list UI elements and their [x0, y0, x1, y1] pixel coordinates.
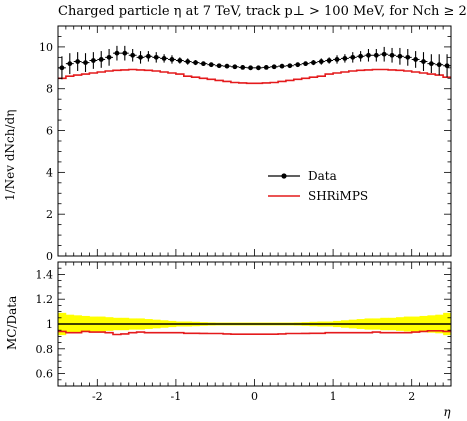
data-point	[153, 54, 159, 60]
y-tick-label: 6	[46, 125, 53, 138]
y-tick-label: 0	[46, 250, 53, 263]
data-point	[397, 53, 403, 59]
main-panel: 0 2 4 6 8 10 1/Nev dNch/dη	[3, 25, 452, 263]
x-tick-label: 1	[330, 390, 337, 403]
data-point	[256, 65, 261, 71]
data-point	[381, 51, 387, 57]
y-axis-title: 1/Nev dNch/dη	[3, 110, 17, 201]
y-tick-label: 8	[46, 83, 53, 96]
data-point	[373, 52, 379, 58]
data-point	[311, 60, 316, 65]
y-tick-label: 0.6	[36, 368, 54, 381]
series-shrimps-ratio-line	[58, 330, 451, 336]
data-point	[161, 56, 167, 61]
data-point	[358, 53, 364, 59]
data-point	[334, 57, 340, 62]
data-point	[177, 58, 183, 63]
data-point	[326, 58, 332, 63]
data-point	[366, 52, 371, 58]
data-point	[271, 64, 277, 70]
y-tick-label: 1.4	[36, 268, 54, 281]
data-point	[342, 56, 348, 61]
data-point	[405, 54, 411, 60]
y-tick-label: 0.8	[36, 343, 54, 356]
data-point	[436, 62, 442, 68]
x-tick-label: 0	[251, 390, 258, 403]
data-point	[389, 52, 395, 58]
data-point	[263, 65, 269, 70]
data-point	[145, 53, 151, 59]
series-shrimps-line	[58, 68, 451, 85]
data-point	[444, 63, 450, 69]
data-point	[67, 61, 73, 67]
legend-data-marker	[281, 173, 287, 179]
ratio-panel: -2 -1 0 1 2 0.6 0.8 1 1.2 1.4 MC/Data η	[5, 261, 452, 419]
data-point	[303, 61, 308, 67]
data-point	[169, 57, 175, 62]
x-tick-label: -1	[171, 390, 182, 403]
data-point	[98, 57, 104, 62]
data-point	[318, 59, 324, 64]
data-point	[216, 63, 222, 69]
data-point	[122, 50, 128, 56]
data-point	[185, 59, 191, 64]
y-tick-label: 1	[46, 318, 53, 331]
data-point	[201, 61, 206, 67]
data-point	[232, 64, 238, 70]
data-point	[138, 54, 143, 60]
data-point	[240, 65, 246, 70]
data-point	[224, 63, 230, 69]
data-point	[421, 59, 426, 64]
data-point	[114, 50, 120, 56]
y-tick-label: 2	[46, 208, 53, 221]
data-point	[208, 62, 214, 68]
data-point	[279, 63, 285, 69]
data-point	[287, 63, 293, 69]
legend: Data SHRiMPS	[268, 169, 368, 203]
y-tick-label: 1.2	[36, 293, 54, 306]
data-point	[106, 54, 112, 60]
data-point	[130, 52, 136, 58]
x-tick-label: -2	[92, 390, 103, 403]
x-axis-title: η	[443, 405, 451, 419]
y-tick-label: 10	[39, 41, 53, 54]
data-point	[193, 60, 198, 65]
chart-title: Charged particle η at 7 TeV, track p⊥ > …	[58, 4, 467, 19]
ratio-y-axis-title: MC/Data	[5, 296, 19, 350]
data-point	[295, 62, 301, 68]
data-point	[413, 57, 419, 62]
x-tick-label: 2	[408, 390, 415, 403]
data-point	[350, 54, 356, 60]
legend-shrimps-label: SHRiMPS	[308, 189, 368, 203]
legend-data-label: Data	[308, 169, 337, 183]
data-point	[428, 61, 434, 67]
data-point	[248, 65, 253, 71]
data-point	[75, 59, 81, 64]
data-point	[83, 60, 88, 65]
data-point	[90, 58, 96, 63]
y-tick-label: 4	[46, 166, 53, 179]
data-point	[59, 65, 65, 71]
